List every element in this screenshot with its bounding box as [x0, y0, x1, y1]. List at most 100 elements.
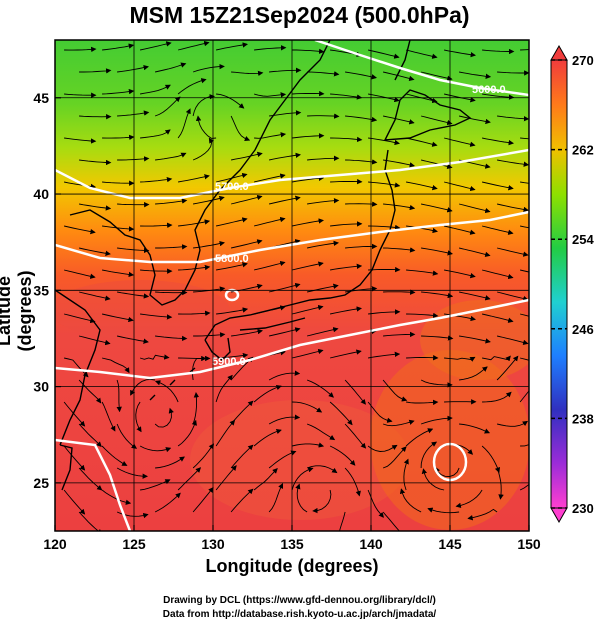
- streamline: [101, 357, 130, 374]
- streamline: [155, 456, 185, 469]
- streamline: [253, 260, 286, 271]
- streamline: [481, 445, 501, 473]
- streamline: [63, 489, 86, 515]
- streamline: [444, 269, 476, 279]
- streamline: [268, 450, 297, 469]
- y-tick-label: 25: [33, 475, 49, 491]
- streamline: [368, 49, 400, 59]
- streamline: [382, 419, 415, 427]
- streamline: [178, 310, 211, 316]
- streamline: [230, 444, 254, 469]
- streamline: [177, 467, 202, 491]
- streamline: [102, 313, 134, 323]
- streamline: [399, 488, 422, 513]
- streamline: [117, 247, 150, 254]
- streamline: [519, 313, 529, 317]
- streamline: [216, 217, 248, 227]
- streamline: [117, 291, 150, 299]
- streamline: [482, 391, 512, 403]
- streamline: [330, 178, 363, 185]
- colorbar-min-triangle: [550, 507, 568, 524]
- streamline: [496, 291, 529, 302]
- streamline: [344, 423, 367, 449]
- streamline: [254, 132, 287, 139]
- streamline: [231, 70, 264, 77]
- streamline: [520, 444, 529, 447]
- streamline: [140, 268, 173, 274]
- streamline: [216, 262, 248, 271]
- streamline: [291, 348, 324, 359]
- streamline: [312, 489, 332, 514]
- streamline: [330, 263, 363, 271]
- streamline: [79, 203, 112, 211]
- streamline: [444, 356, 476, 362]
- streamline: [420, 379, 453, 388]
- streamline: [467, 508, 498, 521]
- streamline: [306, 327, 339, 337]
- streamline: [140, 222, 173, 228]
- streamline: [269, 152, 301, 161]
- streamline: [307, 240, 339, 249]
- streamline: [329, 349, 362, 359]
- streamline: [140, 313, 173, 320]
- streamline: [406, 181, 438, 191]
- streamline: [292, 218, 324, 227]
- streamline: [102, 88, 135, 95]
- streamline: [330, 136, 363, 143]
- streamline: [368, 351, 401, 359]
- streamline: [406, 312, 439, 319]
- streamline: [420, 415, 453, 425]
- streamline: [63, 313, 96, 324]
- streamline: [421, 203, 453, 213]
- streamline: [292, 90, 325, 97]
- x-tick-label: 150: [517, 536, 541, 552]
- streamline: [330, 306, 362, 315]
- graticule: [55, 40, 529, 531]
- streamline: [117, 64, 149, 73]
- streamline: [519, 483, 529, 491]
- streamline: [307, 198, 340, 205]
- x-tick-label: 120: [43, 536, 67, 552]
- streamline: [344, 467, 361, 497]
- streamline: [64, 181, 97, 190]
- streamline: [291, 261, 324, 271]
- x-axis: 120 125 130 135 140 145 150: [43, 525, 541, 552]
- streamline: [216, 42, 248, 51]
- contour-label-5600: 5600.0: [472, 84, 506, 96]
- streamline: [155, 335, 188, 342]
- streamline: [268, 282, 301, 293]
- x-tick-label: 125: [122, 536, 146, 552]
- streamline: [383, 71, 415, 82]
- streamline: [459, 71, 492, 79]
- streamline: [406, 269, 439, 276]
- streamline: [405, 428, 434, 447]
- streamline: [178, 264, 211, 271]
- streamline: [367, 444, 398, 452]
- streamline: [63, 445, 86, 471]
- streamline: [368, 137, 400, 146]
- streamline: [520, 49, 529, 51]
- streamline: [102, 269, 135, 278]
- streamline: [295, 483, 308, 513]
- streamline: [383, 115, 415, 125]
- x-tick-label: 130: [201, 536, 225, 552]
- credit-drawing: Drawing by DCL (https://www.gfd-dennou.o…: [163, 595, 436, 606]
- streamline: [497, 159, 529, 167]
- streamline: [269, 67, 302, 73]
- streamline: [78, 291, 111, 301]
- y-tick-label: 40: [33, 186, 49, 202]
- y-axis: 25 30 35 40 45: [33, 90, 61, 491]
- x-tick-label: 135: [280, 536, 304, 552]
- streamline: [139, 445, 172, 453]
- streamline: [253, 384, 282, 403]
- streamline: [254, 45, 287, 51]
- streamline: [383, 203, 416, 211]
- colorbar-tick-label: 262: [572, 143, 594, 158]
- streamline: [383, 289, 416, 295]
- streamline: [178, 174, 210, 183]
- streamline: [79, 247, 111, 256]
- streamline: [193, 332, 226, 338]
- streamline: [496, 355, 519, 381]
- streamline: [368, 224, 401, 231]
- streamline: [307, 283, 339, 293]
